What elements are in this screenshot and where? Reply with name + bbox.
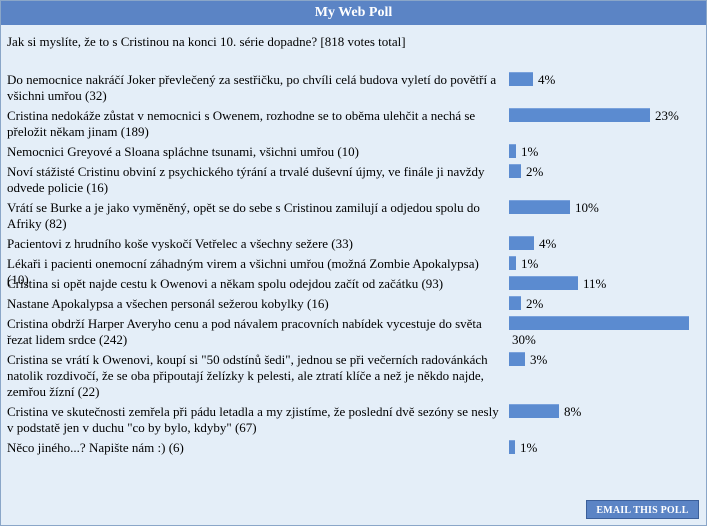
poll-option-percent: 11%: [583, 276, 607, 291]
poll-option-percent: 1%: [520, 440, 538, 455]
email-poll-button[interactable]: EMAIL THIS POLL: [586, 500, 699, 519]
poll-option-bar: [509, 404, 559, 418]
poll-option-label: Cristina se vrátí k Owenovi, koupí si "5…: [7, 352, 488, 399]
poll-question: Jak si myslíte, že to s Cristinou na kon…: [7, 34, 406, 49]
poll-option-label: Nastane Apokalypsa a všechen personál se…: [7, 296, 329, 311]
poll-option-percent: 1%: [521, 256, 539, 271]
poll-option-bar: [509, 200, 570, 214]
poll-option-percent: 1%: [521, 144, 539, 159]
poll-option-label: Vrátí se Burke a je jako vyměněný, opět …: [7, 200, 480, 231]
poll-title: My Web Poll: [1, 1, 706, 25]
poll-option-bar: [509, 276, 578, 290]
poll-option-percent: 3%: [530, 352, 548, 367]
poll-option-bar: [509, 108, 650, 122]
poll-option-bar: [509, 440, 515, 454]
poll-option-percent: 2%: [526, 164, 544, 179]
poll-option-label: Pacientovi z hrudního koše vyskočí Vetře…: [7, 236, 353, 251]
poll-option-label: Noví stážisté Cristinu obviní z psychick…: [7, 164, 485, 195]
poll-option-label: Lékaři i pacienti onemocní záhadným vire…: [7, 256, 479, 287]
poll-option-percent: 10%: [575, 200, 599, 215]
poll-option-bar: [509, 164, 521, 178]
poll-option-percent: 23%: [655, 108, 679, 123]
poll-option-label: Cristina si opět najde cestu k Owenovi a…: [7, 276, 444, 291]
poll-option-percent: 4%: [539, 236, 557, 251]
poll-option-percent: 4%: [538, 72, 556, 87]
poll-option-label: Nemocnici Greyové a Sloana spláchne tsun…: [7, 144, 359, 159]
poll-option-percent: 2%: [526, 296, 544, 311]
poll-option-bar: [509, 352, 525, 366]
poll-option-label: Něco jiného...? Napište nám :) (6): [7, 440, 184, 455]
poll-option-bar: [509, 256, 516, 270]
poll-option-bar: [509, 144, 516, 158]
poll-option-bar: [509, 296, 521, 310]
poll-option-label: Do nemocnice nakráčí Joker převlečený za…: [7, 72, 497, 103]
poll-option-label: Cristina nedokáže zůstat v nemocnici s O…: [7, 108, 476, 139]
poll-option-bar: [509, 236, 534, 250]
poll-option-percent: 8%: [564, 404, 582, 419]
poll-option-label: Cristina ve skutečnosti zemřela při pádu…: [7, 404, 499, 435]
poll-option-label: Cristina obdrží Harper Averyho cenu a po…: [7, 316, 482, 347]
poll-option-bar: [509, 72, 533, 86]
poll-option-percent: 30%: [512, 332, 536, 347]
poll-option-bar: [509, 316, 689, 330]
